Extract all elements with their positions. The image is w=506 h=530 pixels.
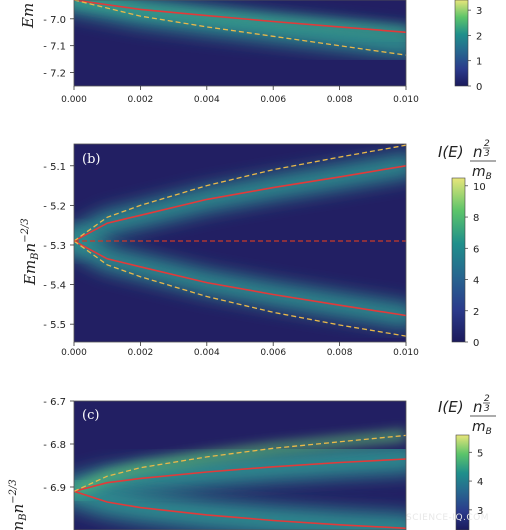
plot-frame xyxy=(73,143,407,343)
colorbar-tick-label: 2 xyxy=(476,31,482,42)
y-ticks: - 7.0 - 7.1 - 7.2 xyxy=(43,15,74,80)
dashed-curve-3 xyxy=(74,434,406,492)
y-axis-label-E: Em xyxy=(21,260,39,286)
panel-b: (b) - 5.1 - 5.2 - 5.3 - 5.4 - 5.5 0.000 0.002… xyxy=(20,139,496,358)
x-tick-label: 0.008 xyxy=(327,95,353,105)
colorbar-ticks: 0 1 2 3 xyxy=(468,6,482,93)
x-ticks: 0.000 0.002 0.004 0.006 0.008 0.010 xyxy=(61,342,419,358)
colorbar-tick-label: 4 xyxy=(477,477,483,488)
colorbar-tick-label: 10 xyxy=(473,182,486,193)
colorbar xyxy=(455,434,470,530)
colorbar-tick-label: 4 xyxy=(473,276,479,287)
y-axis-label: Em xyxy=(19,3,37,29)
solid-curve-1 xyxy=(74,0,406,34)
colorbar-title-exp-num: 2 xyxy=(484,394,490,404)
watermark-text: SCIENCE-IQ.COM xyxy=(406,513,490,523)
colorbar-title-exp-num: 2 xyxy=(484,139,490,149)
y-axis-label-exp: −2/3 xyxy=(20,218,31,242)
colorbar xyxy=(454,0,469,87)
y-axis-label-n: n xyxy=(21,243,39,253)
plot-frame xyxy=(73,0,407,87)
dashed-curve-4 xyxy=(74,240,406,337)
x-tick-label: 0.004 xyxy=(194,95,220,105)
x-ticks: 0.000 0.002 0.004 0.006 0.008 0.010 xyxy=(61,86,419,105)
colorbar-ticks: 3 4 5 xyxy=(469,448,483,517)
x-tick-label: 0.010 xyxy=(393,95,419,105)
y-ticks: - 5.1 - 5.2 - 5.3 - 5.4 - 5.5 xyxy=(43,162,74,331)
dashed-curve-2 xyxy=(74,0,406,56)
x-tick-label: 0.006 xyxy=(260,348,286,358)
y-tick-label: - 7.0 xyxy=(43,15,66,26)
y-ticks: - 6.7 - 6.8 - 6.9 xyxy=(43,397,74,494)
y-axis-label: mBn−2/3 xyxy=(8,479,29,530)
x-tick-label: 0.008 xyxy=(327,348,353,358)
y-tick-label: - 6.9 xyxy=(43,483,66,494)
y-tick-label: - 6.8 xyxy=(43,440,66,451)
solid-curve-2 xyxy=(74,240,406,317)
colorbar-title: I(E) n 2 3 mB xyxy=(438,394,496,437)
x-tick-label: 0.004 xyxy=(194,348,220,358)
colorbar-title-mB: mB xyxy=(472,419,492,437)
colorbar-ticks: 0 2 4 6 8 10 xyxy=(465,182,486,349)
colorbar-title: I(E) n 2 3 mB xyxy=(438,139,496,182)
x-tick-label: 0.002 xyxy=(128,95,154,105)
y-axis-label-exp: −2/3 xyxy=(8,479,19,503)
colorbar-tick-label: 6 xyxy=(473,244,479,255)
colorbar-title-exp-den: 3 xyxy=(484,404,490,414)
colorbar-tick-label: 0 xyxy=(473,338,479,349)
colorbar-tick-label: 8 xyxy=(473,213,479,224)
panel-c: (c) - 6.7- 6.8- 6.9 mBn−2/3 I(E) n 2 3 m… xyxy=(8,394,496,530)
y-axis-label-sub: B xyxy=(18,513,29,521)
solid-curve-1 xyxy=(74,165,406,242)
y-tick-label: - 7.2 xyxy=(43,69,66,80)
y-tick-label: - 7.1 xyxy=(43,42,66,53)
y-axis-label-m: m xyxy=(9,521,27,530)
y-tick-label: - 5.5 xyxy=(43,320,66,331)
curves xyxy=(74,434,406,530)
colorbar xyxy=(451,177,466,343)
y-tick-label: - 5.4 xyxy=(43,281,66,292)
colorbar-title-n: n xyxy=(473,143,483,161)
x-tick-label: 0.006 xyxy=(260,95,286,105)
dashed-curve-3 xyxy=(74,144,406,242)
y-axis-label-sub: B xyxy=(30,252,41,260)
colorbar-tick-label: 5 xyxy=(477,448,483,459)
y-axis-label: EmBn−2/3 xyxy=(20,218,41,286)
y-tick-label: - 5.3 xyxy=(43,241,66,252)
colorbar-title-mB: mB xyxy=(472,164,492,182)
panel-label: (c) xyxy=(82,408,99,423)
colorbar-tick-label: 1 xyxy=(476,57,482,68)
colorbar-tick-label: 3 xyxy=(477,506,483,517)
y-tick-label: - 6.7 xyxy=(43,397,66,408)
colorbar-tick-label: 0 xyxy=(476,82,482,93)
x-tick-label: 0.002 xyxy=(128,348,154,358)
x-tick-label: 0.000 xyxy=(61,95,87,105)
colorbar-title-I: I(E) xyxy=(438,398,464,416)
solid-curve-1 xyxy=(74,458,406,493)
curves xyxy=(74,144,406,337)
y-tick-label: - 5.2 xyxy=(43,201,66,212)
colorbar-title-n: n xyxy=(473,398,483,416)
colorbar-title-I: I(E) xyxy=(438,143,464,161)
plot-frame xyxy=(73,400,407,530)
panel-a: - 7.0- 7.1- 7.2 0.000 0.002 0.004 0.006 0.00… xyxy=(19,0,482,105)
curves xyxy=(74,0,406,56)
colorbar-title-exp-den: 3 xyxy=(484,149,490,159)
intensity-band xyxy=(74,0,406,57)
y-tick-label: - 5.1 xyxy=(43,162,66,173)
x-tick-label: 0.010 xyxy=(393,348,419,358)
solid-curve-2 xyxy=(74,490,406,530)
y-axis-label-n: n xyxy=(9,504,27,514)
colorbar-tick-label: 2 xyxy=(473,307,479,318)
panel-label: (b) xyxy=(82,152,100,167)
colorbar-tick-label: 3 xyxy=(476,6,482,17)
x-tick-label: 0.000 xyxy=(61,348,87,358)
y-axis-label-text: Em xyxy=(19,3,37,29)
